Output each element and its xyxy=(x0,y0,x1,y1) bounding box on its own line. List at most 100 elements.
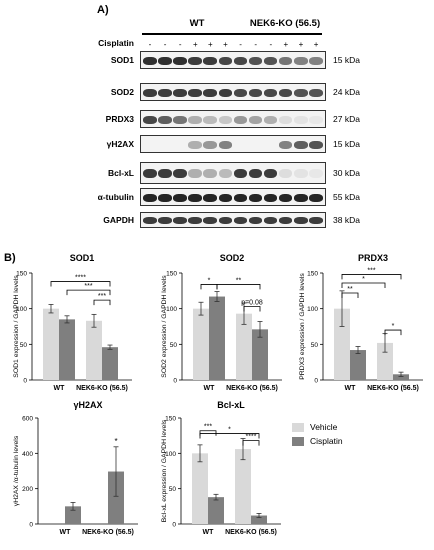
blot-band xyxy=(173,56,187,65)
bar xyxy=(252,329,268,380)
wt-group-label: WT xyxy=(189,18,205,29)
panel-a-label: A) xyxy=(97,4,109,16)
blot-band xyxy=(218,168,233,179)
bar xyxy=(377,342,393,380)
bar xyxy=(235,449,251,524)
blot-label: SOD2 xyxy=(110,87,134,97)
y-tick-label: 150 xyxy=(16,271,27,278)
blot-band xyxy=(233,88,248,97)
blot-band xyxy=(158,168,172,179)
bar xyxy=(350,350,366,380)
blot-band xyxy=(294,168,308,179)
y-tick-label: 50 xyxy=(20,342,28,349)
bar xyxy=(65,506,81,524)
blot-band xyxy=(203,140,217,149)
blot-band xyxy=(248,193,263,202)
chart-title: PRDX3 xyxy=(358,253,388,263)
legend-cisplatin-label: Cisplatin xyxy=(310,436,343,446)
chart-title: SOD1 xyxy=(70,253,95,263)
y-tick-label: 150 xyxy=(166,271,177,278)
bar xyxy=(209,296,225,380)
blot-band xyxy=(218,217,233,225)
blot-strip xyxy=(140,188,326,206)
significance-label: *** xyxy=(367,267,375,274)
cisplatin-sign: + xyxy=(298,40,304,49)
significance-label: *** xyxy=(84,283,92,290)
blot-band xyxy=(309,193,323,202)
blot-band xyxy=(218,88,233,97)
y-axis-label: SOD1 expression / GAPDH levels xyxy=(13,275,20,378)
blot-band xyxy=(158,193,172,202)
y-tick-label: 150 xyxy=(307,271,318,278)
y-axis-label: PRDX3 expression / GAPDH levels xyxy=(299,273,306,380)
category-label: WT xyxy=(203,529,215,536)
significance-label: * xyxy=(208,277,211,284)
blot-band xyxy=(248,217,263,225)
category-label: NEK6-KO (56.5) xyxy=(225,529,277,536)
blot-band xyxy=(309,217,323,225)
blot-kda: 15 kDa xyxy=(333,55,360,65)
blot-band xyxy=(143,56,157,65)
blot-kda: 15 kDa xyxy=(333,139,360,149)
blot-strip xyxy=(140,83,326,101)
blot-band xyxy=(263,88,278,97)
blot-band xyxy=(294,193,308,202)
blot-label: SOD1 xyxy=(110,55,134,65)
blot-kda: 27 kDa xyxy=(333,114,360,124)
y-axis-label: Bcl-xL expression / GAPDH levels xyxy=(161,419,168,522)
blot-kda: 38 kDa xyxy=(333,215,360,225)
cisplatin-sign: + xyxy=(283,40,289,49)
ko-group-label: NEK6-KO (56.5) xyxy=(249,18,321,29)
significance-label: ** xyxy=(236,277,242,284)
blot-band xyxy=(203,168,217,179)
blot-band xyxy=(233,115,248,124)
cisplatin-sign: - xyxy=(254,40,258,49)
significance-label: *** xyxy=(204,424,212,431)
significance-bracket xyxy=(216,284,261,290)
blot-band xyxy=(278,168,293,179)
bar xyxy=(86,320,102,380)
blot-label: α-tubulin xyxy=(97,192,134,202)
blot-band xyxy=(218,56,233,65)
blot-label: γH2AX xyxy=(106,139,134,149)
bar xyxy=(43,308,59,380)
y-tick-label: 600 xyxy=(22,416,33,423)
y-tick-label: 200 xyxy=(22,486,33,493)
cisplatin-sign: + xyxy=(313,40,319,49)
blot-band xyxy=(173,168,187,179)
significance-label: **** xyxy=(246,434,257,441)
chart-title: γH2AX xyxy=(73,400,102,410)
significance-label: p=0.08 xyxy=(241,300,263,307)
blot-band xyxy=(233,217,248,225)
y-tick-label: 50 xyxy=(170,342,178,349)
bar xyxy=(59,319,75,380)
significance-bracket xyxy=(50,281,111,287)
significance-bracket xyxy=(341,282,386,288)
y-tick-label: 150 xyxy=(165,416,176,423)
bar xyxy=(193,308,209,380)
blot-band xyxy=(233,56,248,65)
blot-band xyxy=(248,115,263,124)
blot-band xyxy=(143,217,157,225)
legend-vehicle-label: Vehicle xyxy=(310,422,338,432)
y-tick-label: 50 xyxy=(311,342,319,349)
blot-band xyxy=(278,88,293,97)
chart-title: SOD2 xyxy=(220,253,245,263)
category-label: WT xyxy=(60,529,72,536)
blot-band xyxy=(294,115,308,124)
blot-label: PRDX3 xyxy=(105,114,134,124)
blot-kda: 30 kDa xyxy=(333,168,360,178)
blot-band xyxy=(173,217,187,225)
blot-band xyxy=(278,56,293,65)
significance-label: * xyxy=(362,276,365,283)
cisplatin-sign: - xyxy=(163,40,167,49)
significance-bracket xyxy=(341,292,359,298)
blot-band xyxy=(218,140,233,149)
cisplatin-sign: + xyxy=(192,40,198,49)
blot-band xyxy=(143,115,157,124)
blot-band xyxy=(278,217,293,225)
blot-band xyxy=(203,88,217,97)
significance-bracket xyxy=(243,306,261,312)
blot-band xyxy=(309,88,323,97)
blot-band xyxy=(309,140,323,149)
